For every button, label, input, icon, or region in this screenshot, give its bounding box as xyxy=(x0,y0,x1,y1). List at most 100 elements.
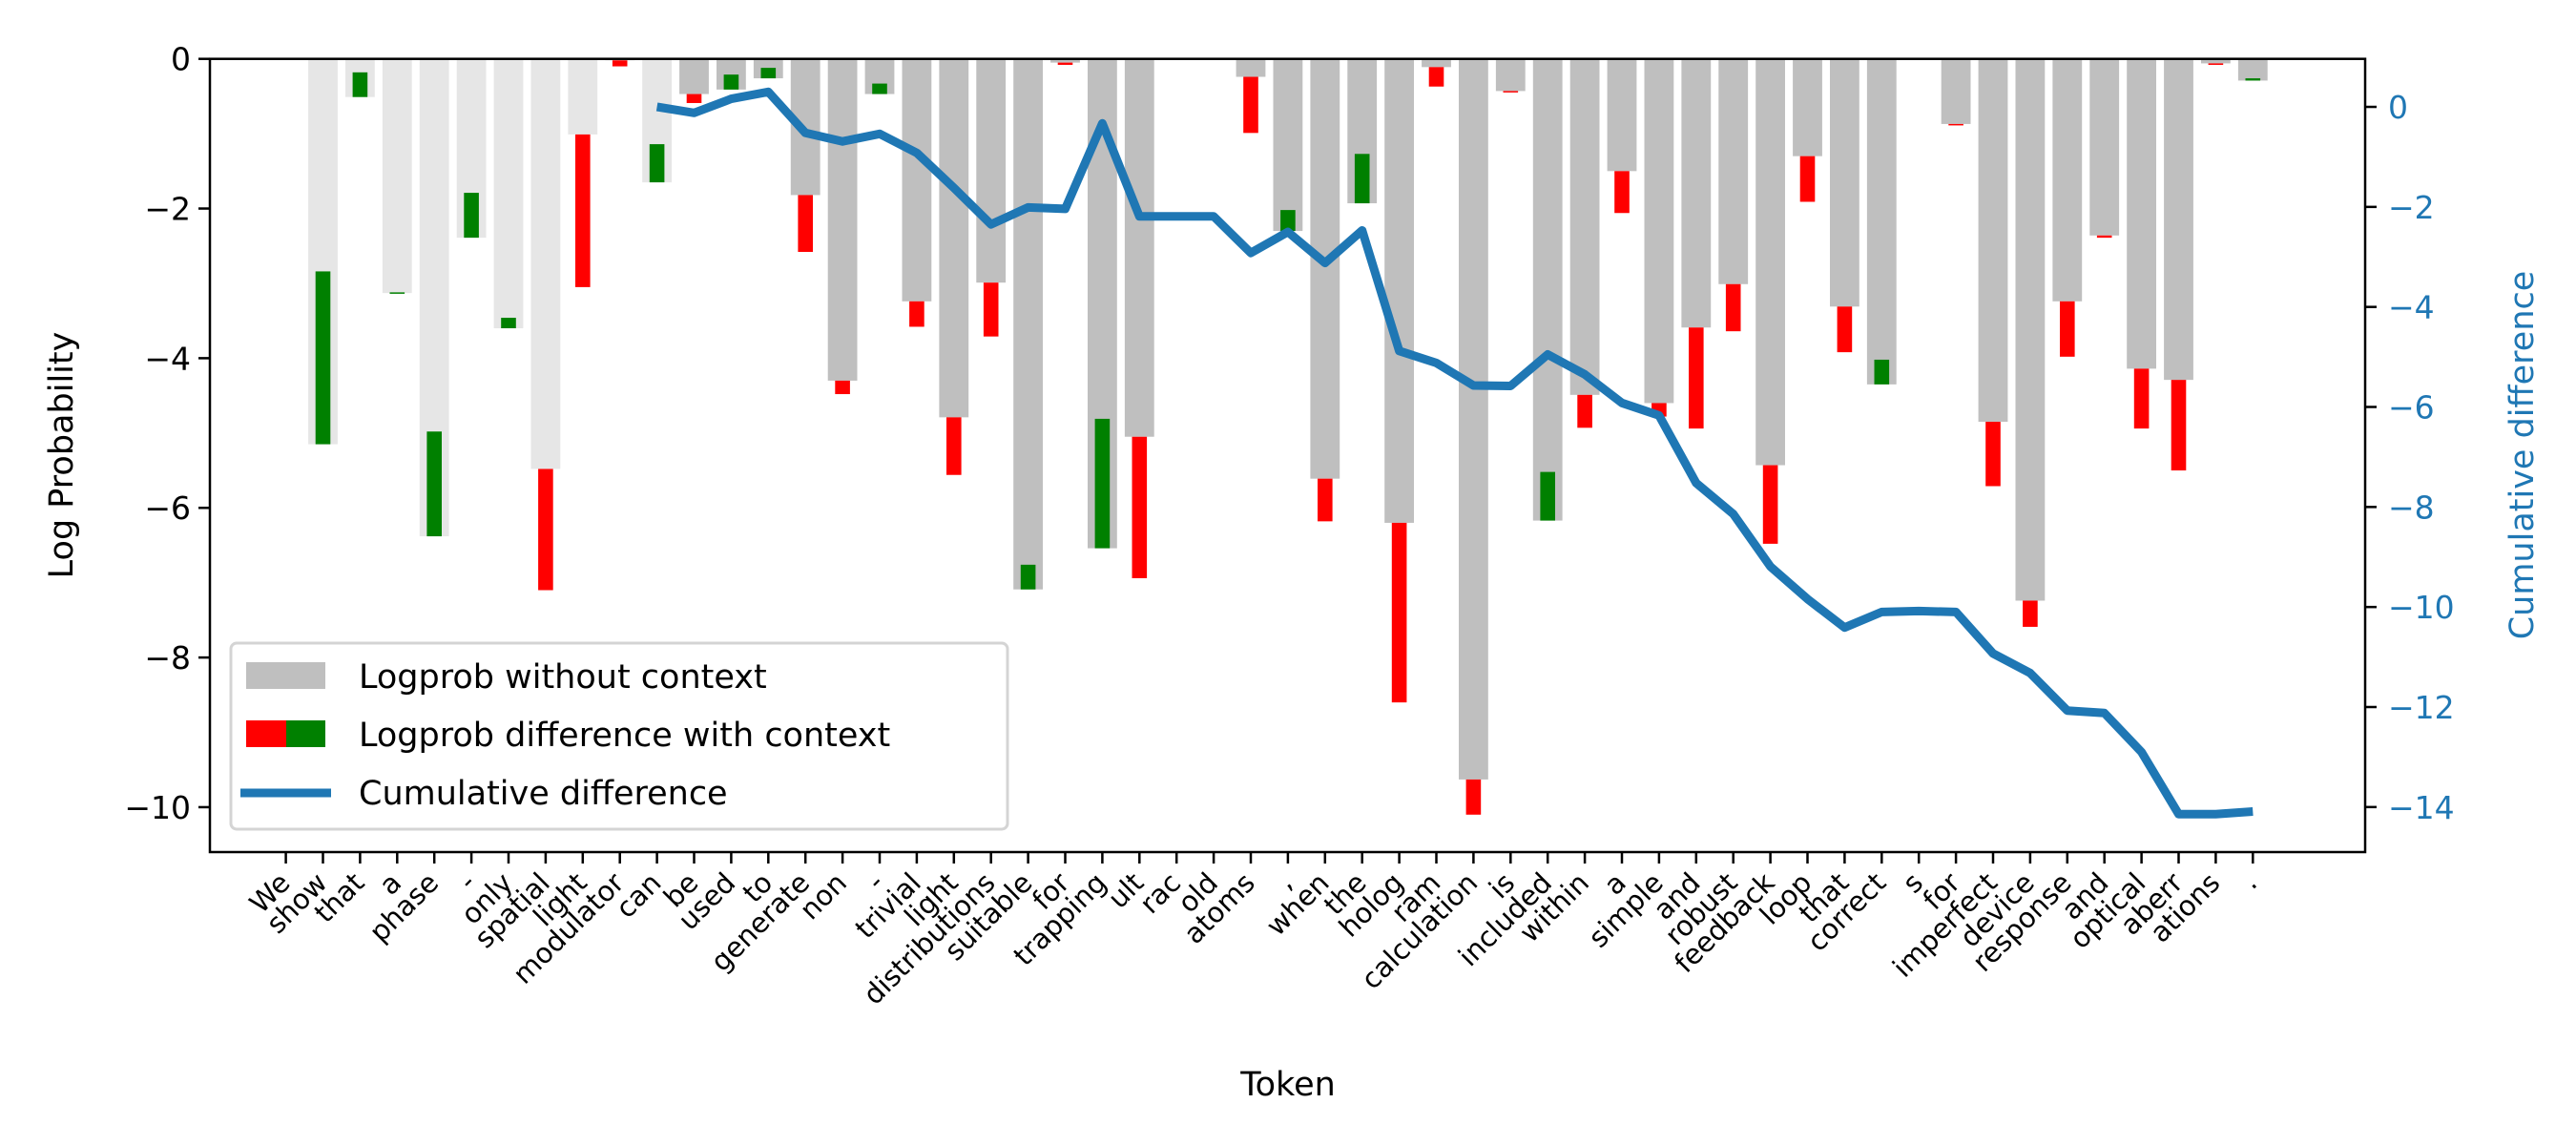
bar-difference-decrease xyxy=(2023,600,2038,627)
x-tick-label: . xyxy=(2234,866,2264,896)
bar-difference-decrease xyxy=(2133,368,2150,429)
bar-difference-decrease xyxy=(1985,422,2001,487)
bar-no-context xyxy=(976,58,1007,283)
y-tick-label: −10 xyxy=(124,789,191,826)
y-right-tick-label: −12 xyxy=(2388,689,2455,726)
bar-difference-decrease xyxy=(1614,171,1630,214)
bar-difference-decrease xyxy=(1057,62,1073,65)
bar-difference-decrease xyxy=(1689,327,1704,429)
y-right-tick-label: −6 xyxy=(2388,389,2435,427)
y-right-tick-label: 0 xyxy=(2388,89,2408,126)
legend-label-difference: Logprob difference with context xyxy=(359,717,890,755)
bar-no-context xyxy=(1607,58,1637,172)
legend-label-cumulative: Cumulative difference xyxy=(359,775,728,813)
x-tick-label: can xyxy=(610,866,668,925)
bar-no-context xyxy=(1459,58,1488,780)
y-right-tick-label: −4 xyxy=(2388,289,2435,326)
bar-difference-decrease xyxy=(946,417,962,475)
bar-no-context xyxy=(1124,58,1154,437)
bar-difference-decrease xyxy=(1799,156,1816,202)
bar-no-context xyxy=(382,58,412,294)
bar-no-context xyxy=(1569,58,1600,395)
x-tick-label: non xyxy=(793,866,853,926)
bar-no-context xyxy=(1941,58,1971,124)
y-right-tick-label: −8 xyxy=(2388,489,2435,526)
x-axis-title: Token xyxy=(1239,1066,1336,1104)
bar-difference-decrease xyxy=(1465,779,1482,815)
bar-no-context xyxy=(2089,58,2120,236)
bar-no-context xyxy=(1236,58,1266,77)
bar-difference-decrease xyxy=(798,195,813,253)
bar-difference-decrease xyxy=(2096,235,2112,239)
bar-no-context xyxy=(827,58,858,381)
bar-difference-decrease xyxy=(1428,67,1444,87)
cumulative-difference-line xyxy=(655,87,2254,819)
bar-no-context xyxy=(1050,58,1080,63)
bar-difference-decrease xyxy=(1837,306,1853,353)
bar-difference-increase xyxy=(501,318,516,329)
y-tick-label: −6 xyxy=(144,489,191,527)
bar-no-context xyxy=(2015,58,2046,601)
bar-no-context xyxy=(568,58,598,135)
bar-difference-increase xyxy=(389,292,405,294)
bar-difference-decrease xyxy=(1318,478,1333,522)
bar-no-context xyxy=(902,58,932,302)
bar-difference-decrease xyxy=(1725,283,1741,332)
y-axis-right-title: Cumulative difference xyxy=(2503,271,2542,640)
bar-no-context xyxy=(1013,58,1043,590)
bar-difference-decrease xyxy=(1503,91,1519,93)
bar-difference-increase xyxy=(464,193,479,239)
bar-no-context xyxy=(2052,58,2083,302)
legend-frame xyxy=(229,641,1009,831)
bar-difference-increase xyxy=(426,431,442,537)
bar-no-context xyxy=(1495,58,1526,92)
bar-no-context xyxy=(1830,58,1859,307)
y-tick-label: −4 xyxy=(144,340,191,377)
bar-difference-increase xyxy=(2245,78,2261,81)
bar-difference-increase xyxy=(872,83,887,94)
bar-no-context xyxy=(1384,58,1414,523)
bar-difference-increase xyxy=(352,72,368,97)
legend-swatch-difference-red xyxy=(246,720,286,747)
bar-no-context xyxy=(530,58,561,469)
bar-difference-increase xyxy=(760,68,777,79)
y-tick-label: 0 xyxy=(171,41,191,78)
y-axis-left: 0 −2 −4 −6 −8 −10 xyxy=(124,41,210,826)
bar-no-context xyxy=(1866,58,1897,385)
bar-difference-increase xyxy=(1874,359,1890,385)
bar-difference-increase xyxy=(1540,471,1555,521)
legend-swatch-no-context xyxy=(246,662,325,689)
bar-difference-increase xyxy=(1280,210,1296,232)
bar-no-context xyxy=(2237,58,2268,81)
bar-difference-decrease xyxy=(686,94,702,103)
y-right-tick-label: −14 xyxy=(2388,789,2455,826)
bar-difference-decrease xyxy=(575,134,591,287)
bar-no-context xyxy=(1978,58,2008,423)
bar-difference-decrease xyxy=(1243,76,1258,134)
bar-no-context xyxy=(2164,58,2193,381)
bar-no-context xyxy=(2127,58,2156,369)
bar-no-context xyxy=(1422,58,1451,68)
y-tick-label: −8 xyxy=(144,639,191,677)
bar-no-context xyxy=(1273,58,1303,232)
bar-difference-increase xyxy=(315,271,331,445)
bar-difference-decrease xyxy=(2171,380,2187,471)
bar-no-context xyxy=(939,58,969,418)
bar-difference-increase xyxy=(723,74,739,90)
bar-difference-decrease xyxy=(909,301,924,327)
bar-difference-increase xyxy=(1354,154,1370,204)
bar-difference-decrease xyxy=(983,282,999,337)
bar-no-context xyxy=(2201,58,2231,64)
bar-difference-decrease xyxy=(1577,394,1592,428)
bar-difference-decrease xyxy=(1132,436,1148,578)
legend-swatch-difference-green xyxy=(286,720,325,747)
bar-difference-decrease xyxy=(1948,123,1963,126)
bar-no-context xyxy=(1310,58,1340,479)
bars-layer xyxy=(308,58,2268,815)
bar-no-context xyxy=(1755,58,1785,466)
cumulative-line-layer xyxy=(655,87,2254,819)
legend-label-no-context: Logprob without context xyxy=(359,658,767,697)
bar-difference-decrease xyxy=(538,468,553,591)
